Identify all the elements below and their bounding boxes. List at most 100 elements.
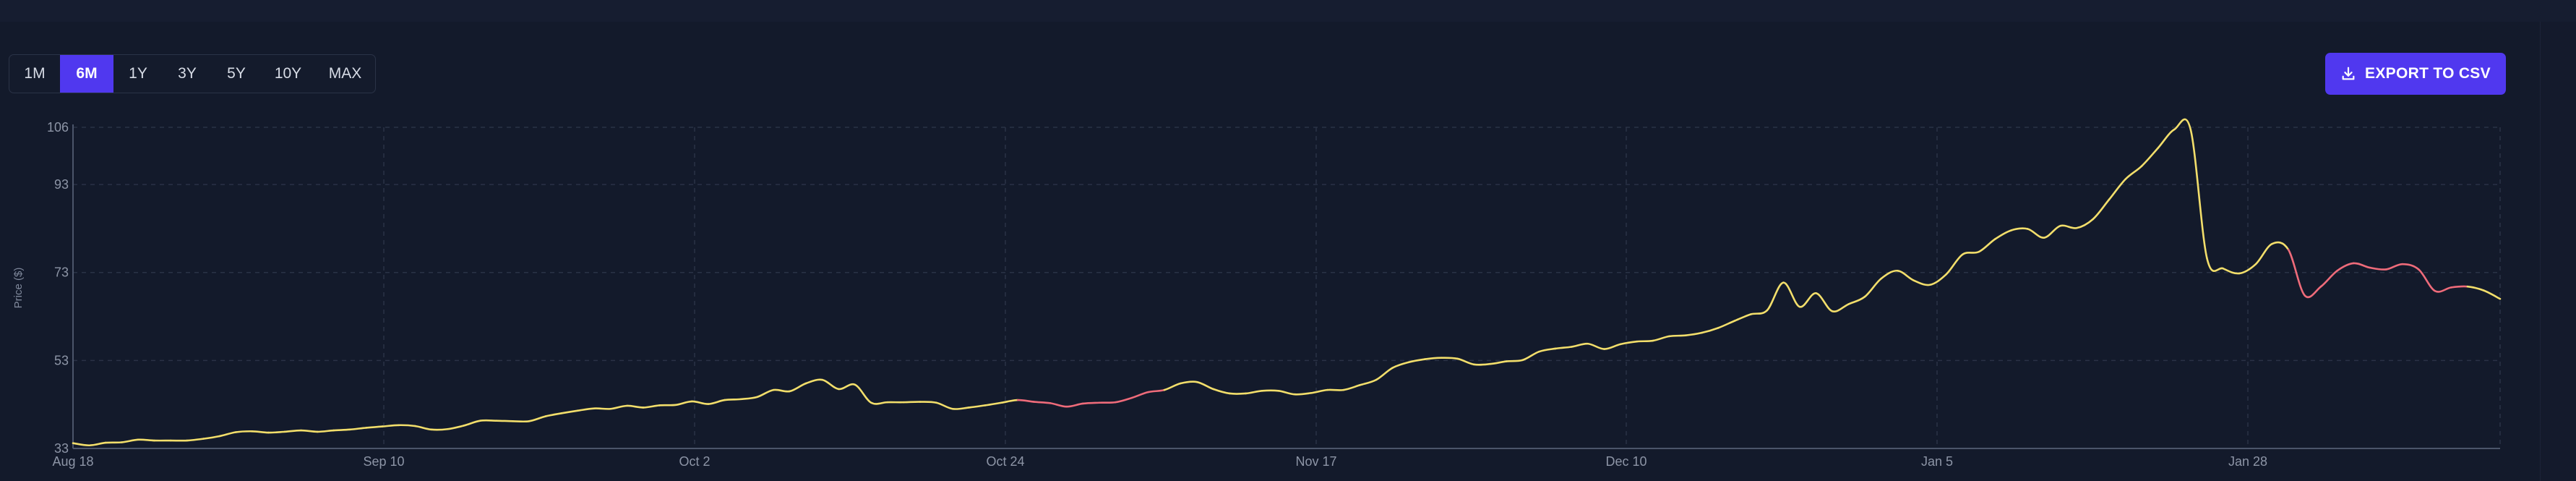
price-line-segment bbox=[1733, 313, 1752, 322]
price-line-segment bbox=[2483, 289, 2502, 300]
price-line-segment bbox=[1130, 391, 1149, 399]
price-line-segment bbox=[1147, 388, 1166, 393]
price-line-segment bbox=[2287, 248, 2306, 297]
price-line-segment bbox=[512, 420, 531, 423]
range-button-6m[interactable]: 6M bbox=[60, 55, 113, 93]
price-line-segment bbox=[984, 401, 1003, 406]
price-line-segment bbox=[1912, 279, 1931, 286]
range-button-1m[interactable]: 1M bbox=[24, 65, 46, 82]
price-line-segment bbox=[1000, 399, 1019, 404]
price-line-segment bbox=[1456, 357, 1475, 366]
price-line-segment bbox=[1554, 346, 1573, 350]
price-line-segment bbox=[724, 398, 742, 401]
price-line-segment bbox=[560, 409, 579, 414]
range-button-10y[interactable]: 10Y bbox=[274, 65, 302, 82]
price-line-segment bbox=[1391, 361, 1410, 369]
price-line-segment bbox=[2189, 128, 2208, 259]
y-tick-label: 106 bbox=[47, 120, 69, 135]
price-line-segment bbox=[1407, 358, 1426, 364]
price-line-segment bbox=[72, 442, 90, 447]
price-line-segment bbox=[479, 419, 498, 422]
price-line-segment bbox=[1766, 281, 1785, 312]
price-line-segment bbox=[935, 401, 954, 410]
price-line-segment bbox=[2401, 263, 2420, 271]
price-line-segment bbox=[1521, 350, 1540, 362]
x-tick-label: Aug 18 bbox=[52, 454, 93, 469]
price-line-segment bbox=[1359, 378, 1378, 386]
price-line-segment bbox=[1065, 402, 1084, 408]
price-line-segment bbox=[1342, 384, 1361, 391]
price-line-segment bbox=[1619, 340, 1638, 346]
price-line-segment bbox=[1049, 402, 1068, 408]
price-line-segment bbox=[235, 430, 254, 433]
x-tick-label: Sep 10 bbox=[363, 454, 404, 469]
x-tick-label: Oct 24 bbox=[986, 454, 1024, 469]
price-line-segment bbox=[625, 404, 645, 409]
price-line-segment bbox=[1994, 229, 2013, 240]
y-axis-title: Price ($) bbox=[12, 268, 25, 309]
price-line-segment bbox=[2059, 224, 2078, 229]
price-line-segment bbox=[1571, 342, 1589, 348]
price-line-segment bbox=[577, 407, 596, 412]
price-line-segment bbox=[1245, 390, 1263, 395]
export-to-csv-button[interactable]: EXPORT TO CSV bbox=[2325, 53, 2506, 95]
price-line-segment bbox=[495, 420, 514, 422]
price-line-segment bbox=[951, 406, 970, 410]
price-line-segment bbox=[2466, 285, 2485, 291]
price-line-segment bbox=[1978, 238, 1996, 253]
price-line-segment bbox=[1928, 273, 1948, 286]
range-button-5y[interactable]: 5Y bbox=[227, 65, 246, 82]
price-line-segment bbox=[2336, 262, 2355, 272]
price-line-segment bbox=[1081, 401, 1101, 405]
top-strip bbox=[0, 0, 2576, 22]
price-line-segment bbox=[2238, 263, 2257, 275]
price-line-segment bbox=[2108, 178, 2126, 201]
price-line-segment bbox=[2384, 263, 2404, 271]
price-line-segment bbox=[1831, 303, 1850, 312]
price-line-segment bbox=[789, 382, 807, 393]
x-tick-label: Dec 10 bbox=[1605, 454, 1647, 469]
price-line-segment bbox=[658, 404, 677, 406]
download-icon bbox=[2340, 66, 2356, 82]
price-line-segment bbox=[1326, 388, 1345, 391]
y-tick-label: 33 bbox=[54, 441, 69, 456]
price-line-segment bbox=[447, 425, 465, 430]
price-line-segment bbox=[1472, 362, 1492, 366]
price-line-segment bbox=[1587, 342, 1605, 350]
price-line-segment bbox=[1293, 392, 1313, 396]
price-line-segment bbox=[2043, 224, 2061, 239]
price-line-segment bbox=[1538, 347, 1557, 353]
price-line-segment bbox=[2075, 218, 2094, 229]
price-line-segment bbox=[870, 401, 889, 405]
price-line-segment bbox=[1277, 390, 1296, 396]
price-line-segment bbox=[1212, 388, 1231, 395]
price-line-segment bbox=[756, 388, 775, 399]
range-button-max[interactable]: MAX bbox=[328, 65, 362, 82]
price-line-segment bbox=[837, 383, 856, 391]
price-line-segment bbox=[348, 427, 367, 431]
price-line-segment bbox=[2352, 262, 2371, 269]
price-line-segment bbox=[1180, 380, 1198, 385]
time-range-selector: 1M 6M 1Y 3Y 5Y 10Y MAX bbox=[9, 54, 376, 93]
price-line-segment bbox=[528, 415, 546, 422]
price-line-segment bbox=[1815, 291, 1834, 312]
price-line-segment bbox=[2124, 165, 2143, 181]
price-line-segment bbox=[968, 404, 987, 409]
price-line-segment bbox=[903, 401, 922, 404]
price-line-segment bbox=[854, 383, 872, 404]
price-line-segment bbox=[218, 431, 237, 438]
price-line-segment bbox=[2173, 118, 2192, 131]
price-line-segment bbox=[381, 424, 400, 427]
price-line-segment bbox=[821, 378, 840, 391]
price-line-segment bbox=[1489, 360, 1508, 365]
range-button-3y[interactable]: 3Y bbox=[178, 65, 197, 82]
range-button-1y[interactable]: 1Y bbox=[129, 65, 147, 82]
price-line-segment bbox=[1652, 335, 1670, 342]
price-line-segment bbox=[2140, 147, 2160, 167]
price-line-segment bbox=[1375, 367, 1394, 381]
price-line-segment bbox=[1863, 277, 1882, 298]
price-line-segment bbox=[1847, 295, 1866, 305]
price-line-segment bbox=[707, 399, 726, 405]
price-line-segment bbox=[365, 425, 384, 429]
